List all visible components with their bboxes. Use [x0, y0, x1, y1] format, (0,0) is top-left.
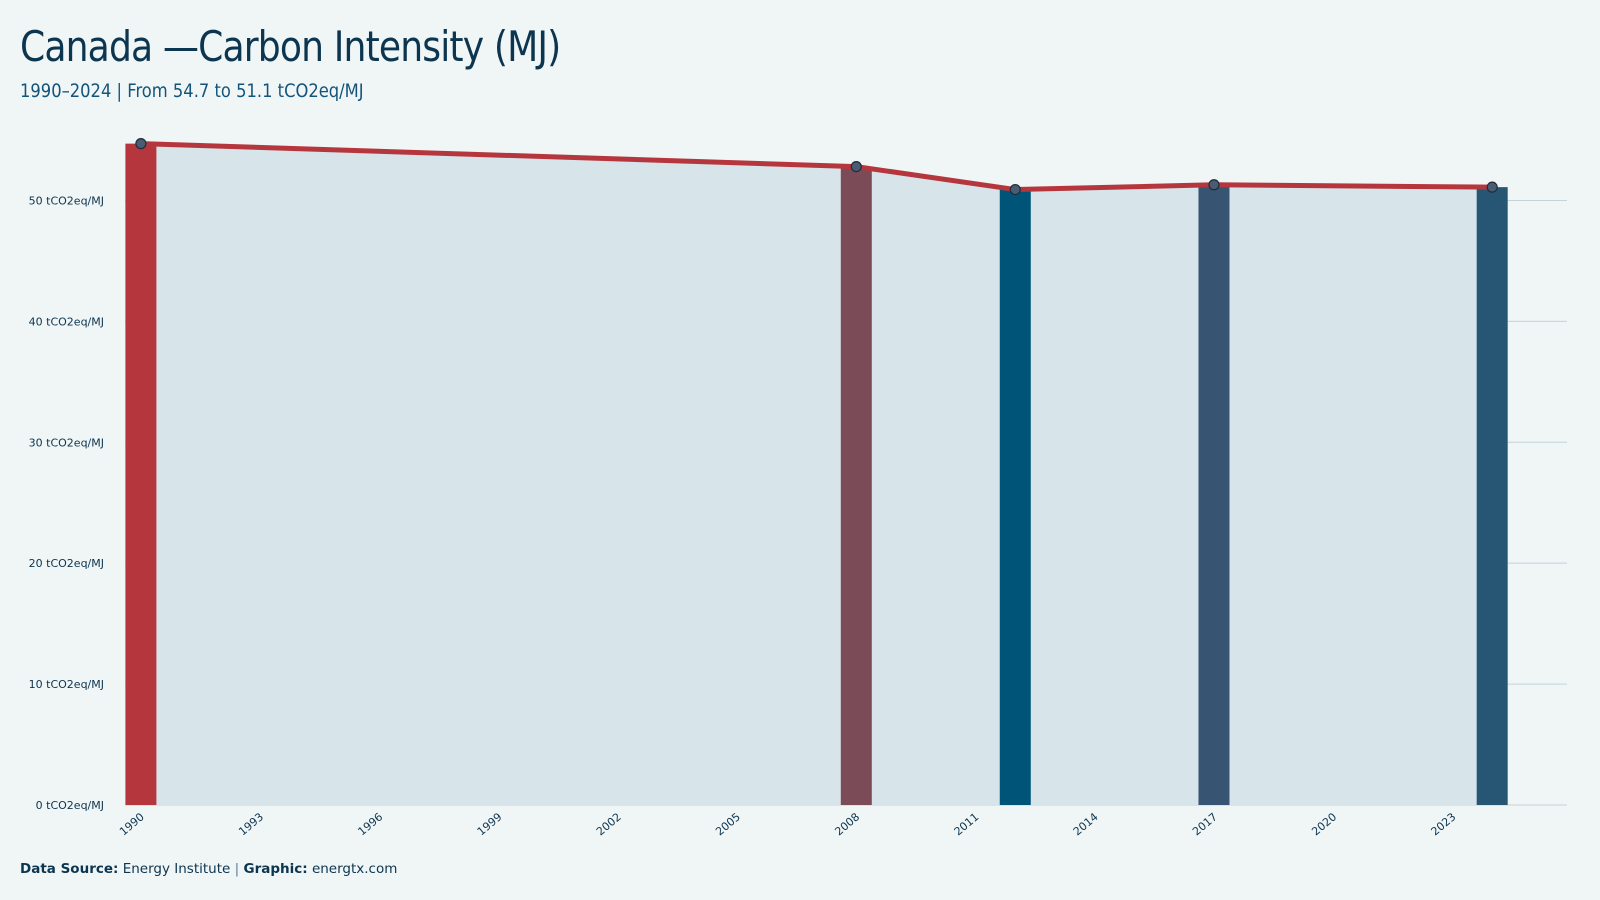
x-tick-label: 1993: [236, 810, 266, 838]
bar: [1476, 187, 1508, 805]
data-point: [1208, 179, 1220, 191]
data-point: [135, 138, 147, 150]
data-point: [850, 161, 862, 173]
y-tick-label: 10 tCO2eq/MJ: [29, 678, 104, 691]
y-tick-label: 30 tCO2eq/MJ: [29, 436, 104, 449]
graphic-label: Graphic:: [243, 861, 308, 877]
source-value: Energy Institute: [122, 861, 231, 877]
graphic-value: energtx.com: [311, 861, 398, 877]
x-tick-label: 1996: [355, 810, 385, 838]
x-tick-label: 2011: [952, 810, 982, 838]
data-point: [1486, 181, 1498, 193]
footer-separator: |: [234, 861, 240, 877]
y-tick-label: 40 tCO2eq/MJ: [29, 315, 104, 328]
x-tick-label: 1999: [475, 810, 505, 838]
x-tick-label: 1990: [117, 810, 147, 838]
x-tick-label: 2017: [1190, 810, 1220, 838]
bar: [999, 189, 1031, 805]
source-label: Data Source:: [20, 861, 119, 877]
bar: [125, 143, 157, 806]
data-point: [1009, 183, 1021, 196]
y-tick-label: 20 tCO2eq/MJ: [29, 557, 104, 570]
area-fill: [140, 143, 1507, 806]
x-tick-label: 2008: [832, 810, 862, 838]
bar: [1198, 184, 1230, 806]
x-axis-ticks: 1990 1993 1996 1999 2002 2005 2008 2011 2014 2017…: [117, 810, 1458, 838]
bar-layer: [125, 143, 1508, 806]
point-layer: [135, 138, 1498, 196]
y-tick-label: 0 tCO2eq/MJ: [36, 799, 104, 812]
x-tick-label: 2002: [594, 810, 624, 838]
x-tick-label: 2020: [1309, 810, 1339, 838]
area-layer: [140, 143, 1507, 806]
chart-subtitle: 1990–2024 | From 54.7 to 51.1 tCO2eq/MJ: [20, 80, 364, 102]
footer-credit: Data Source: Energy Institute | Graphic:…: [20, 861, 397, 877]
y-tick-label: 50 tCO2eq/MJ: [29, 194, 104, 207]
x-tick-label: 2005: [713, 810, 743, 838]
bar: [840, 166, 872, 806]
chart-title: Canada —Carbon Intensity (MJ): [20, 22, 561, 71]
x-tick-label: 2014: [1071, 810, 1101, 838]
y-axis-ticks: 0 tCO2eq/MJ 10 tCO2eq/MJ 20 tCO2eq/MJ 30 tC…: [29, 194, 104, 812]
x-tick-label: 2023: [1429, 810, 1459, 838]
